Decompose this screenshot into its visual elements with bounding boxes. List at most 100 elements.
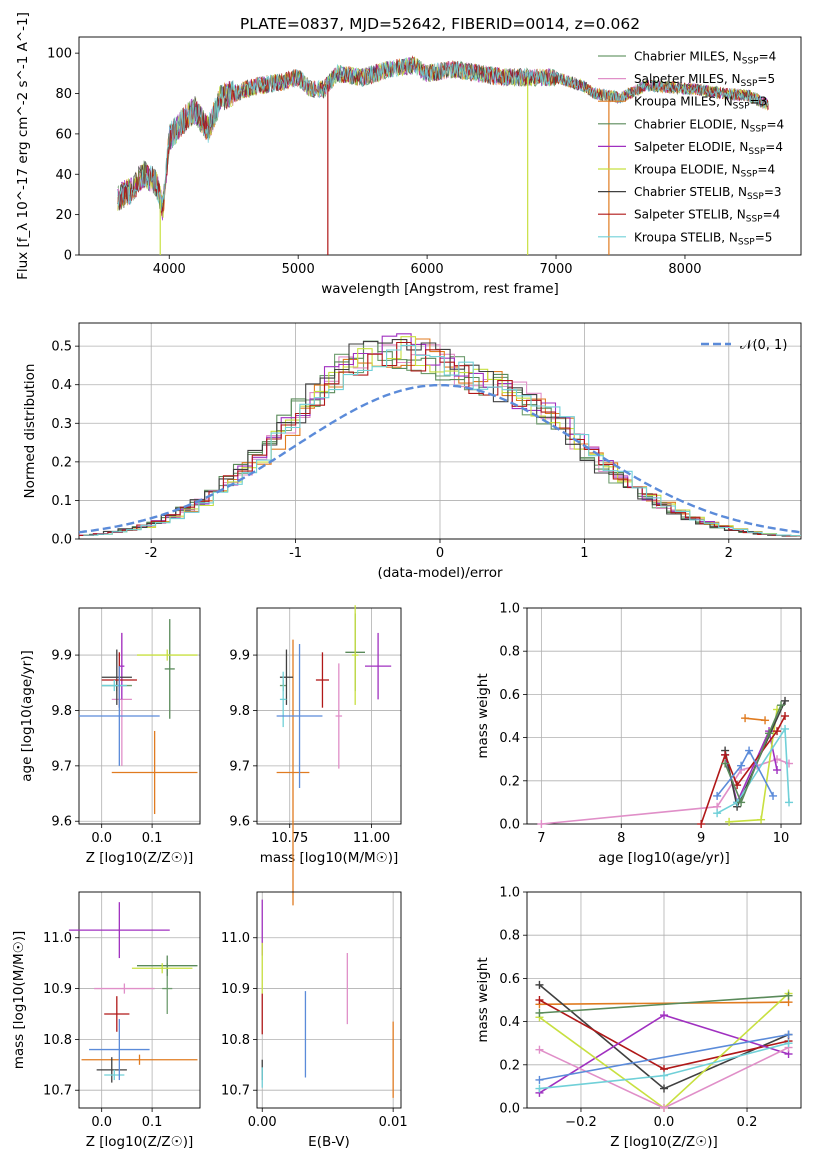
legend-model: Kroupa MILES (634, 95, 716, 109)
weight-series-line (539, 994, 789, 1014)
legend-model: Salpeter ELODIE (634, 140, 732, 154)
weight-marker (784, 991, 793, 1000)
y-axis-label: Normed distribution (22, 364, 38, 499)
age_vs_Z-panel: 0.0 0.1 9.6 9.7 9.8 9.9 Z [log10(Z/Z☉)] age [lo… (19, 607, 201, 866)
legend-model: Kroupa ELODIE (634, 163, 724, 177)
spectrum-line (117, 57, 769, 211)
x-tick-label: −0.2 (565, 1115, 597, 1130)
x-tick-label: 0.01 (379, 1115, 408, 1130)
legend-nssp-prefix: , N (724, 163, 741, 177)
legend-model: Salpeter MILES (634, 72, 724, 86)
x-tick-label: 0.0 (654, 1115, 675, 1130)
spectrum-line (117, 55, 769, 216)
x-axis-label: (data-model)/error (377, 565, 503, 581)
weight-marker (660, 1084, 668, 1093)
residual-histogram (89, 339, 797, 537)
weight-marker (757, 815, 766, 824)
x-tick-label: -2 (145, 546, 158, 561)
data-point (81, 1054, 198, 1065)
legend-model: Chabrier ELODIE (634, 117, 733, 131)
chart-title: PLATE=0837, MJD=52642, FIBERID=0014, z=0… (240, 15, 640, 33)
legend-nssp-prefix: , N (725, 50, 742, 64)
legend-entry: 𝒩(0, 1) (740, 338, 787, 353)
y-tick-label: 9.7 (229, 759, 250, 774)
x-tick-label: 9 (697, 831, 705, 846)
weight-marker (535, 1075, 544, 1084)
weight-marker (761, 716, 770, 725)
data-point (79, 666, 160, 766)
weight-marker (660, 1104, 668, 1112)
legend-nssp-value: 5 (767, 72, 775, 86)
x-tick-label: 2 (725, 546, 733, 561)
legend-model: Chabrier STELIB (634, 185, 730, 199)
legend-nssp-value: 5 (765, 230, 773, 244)
x-tick-label: 0.0 (91, 1115, 112, 1130)
residual-histogram (79, 341, 801, 537)
y-tick-label: 10.8 (43, 1033, 72, 1048)
weight-marker (535, 1008, 544, 1017)
weight-marker (535, 980, 544, 989)
data-point (315, 652, 329, 708)
y-tick-label: 0.1 (51, 494, 72, 509)
weight-marker (781, 696, 790, 705)
weight-marker (785, 798, 794, 807)
legend-nssp-eq: = (765, 140, 775, 154)
y-axis-label: mass weight (475, 673, 491, 758)
y-tick-label: 0.3 (51, 417, 72, 432)
y-tick-label: 10.9 (43, 982, 72, 997)
y-tick-label: 10.9 (221, 982, 250, 997)
x-tick-label: 1 (580, 546, 588, 561)
weight-series-line (716, 748, 774, 797)
legend-nssp-value: 4 (767, 163, 775, 177)
weight-marker (784, 1030, 793, 1039)
y-axis-label: mass weight (475, 957, 491, 1042)
y-tick-label: 0.5 (51, 340, 72, 355)
y-tick-label: 20 (55, 208, 72, 223)
y-tick-label: 0.0 (51, 533, 72, 548)
y-tick-label: 9.9 (229, 649, 250, 664)
weight-marker (781, 712, 790, 720)
weight-marker (737, 798, 746, 807)
x-tick-label: 10 (773, 831, 790, 846)
weight-series-line (539, 1001, 789, 1006)
legend-nssp-prefix: , N (716, 95, 733, 109)
legend-nssp-sub: SSP (750, 124, 767, 134)
legend-nssp-prefix: , N (732, 140, 749, 154)
mass_vs_Z-panel: 0.0 0.1 10.7 10.8 10.9 11.0 Z [log10(Z/Z☉)] mas… (11, 891, 201, 1150)
weight-marker (535, 1084, 544, 1093)
y-tick-label: 1.0 (499, 886, 520, 901)
x-tick-label: 0.0 (91, 831, 112, 846)
legend-nssp-eq: = (764, 185, 774, 199)
y-tick-label: 0.8 (499, 645, 520, 660)
weight-marker (784, 1039, 793, 1048)
x-tick-label: 0.1 (142, 1115, 163, 1130)
y-tick-label: 9.6 (51, 815, 72, 830)
legend-nssp-prefix: , N (724, 72, 741, 86)
legend-nssp-eq: = (759, 50, 769, 64)
legend-entry: Kroupa MILES, NSSP=3 (634, 95, 767, 112)
x-axis-label: E(B-V) (308, 1134, 350, 1150)
weight-marker (725, 817, 734, 826)
y-tick-label: 0.4 (51, 378, 72, 393)
legend-entry: Chabrier STELIB, NSSP=3 (634, 185, 782, 202)
legend-entry: Chabrier MILES, NSSP=4 (634, 50, 776, 67)
data-point (276, 644, 323, 788)
legend-nssp-value: 4 (773, 208, 781, 222)
weight-marker (765, 729, 774, 738)
y-tick-label: 11.0 (43, 931, 72, 946)
x-axis-label: age [log10(age/yr)] (598, 850, 730, 866)
legend-nssp-sub: SSP (747, 192, 764, 202)
weight-marker (769, 791, 778, 800)
legend-nssp-sub: SSP (742, 57, 759, 67)
weight-marker (713, 809, 722, 818)
x-tick-label: 0.2 (737, 1115, 758, 1130)
x-tick-label: 0 (436, 546, 444, 561)
data-point (279, 671, 287, 728)
legend-nssp-value: 4 (777, 117, 785, 131)
weight-marker (721, 759, 730, 768)
legend-entry: Kroupa ELODIE, NSSP=4 (634, 163, 775, 180)
legend-nssp-sub: SSP (741, 79, 758, 89)
data-point (136, 649, 198, 661)
y-tick-label: 9.7 (51, 759, 72, 774)
